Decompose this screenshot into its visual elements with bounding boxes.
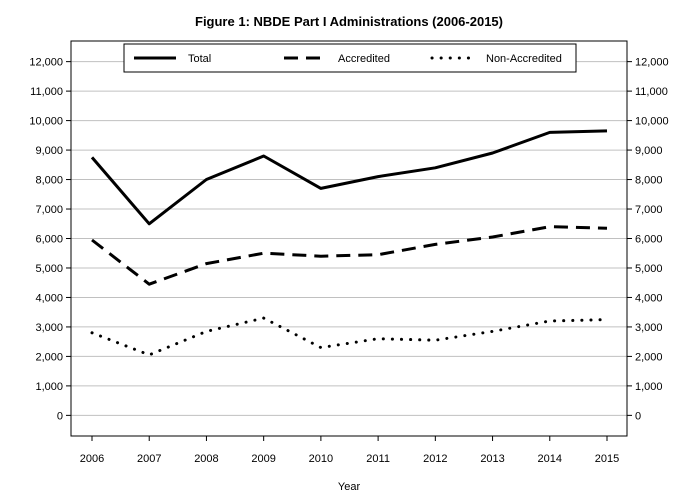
y-tick-label-left: 0 — [57, 410, 63, 422]
y-tick-label-right: 10,000 — [635, 116, 669, 128]
y-tick-label-left: 7,000 — [35, 204, 63, 216]
legend-label-total: Total — [188, 53, 211, 65]
series-line-total — [90, 129, 608, 226]
y-tick-label-left: 6,000 — [35, 234, 63, 246]
y-tick-label-left: 4,000 — [35, 292, 63, 304]
x-tick-label: 2012 — [423, 453, 447, 465]
chart-title: Figure 1: NBDE Part I Administrations (2… — [195, 14, 503, 29]
y-tick-label-right: 0 — [635, 410, 641, 422]
y-tick-label-right: 6,000 — [635, 234, 663, 246]
gridlines — [71, 61, 627, 416]
x-tick-label: 2010 — [309, 453, 333, 465]
data-point-accredited — [548, 225, 552, 229]
data-point-accredited — [376, 253, 380, 257]
x-tick-label: 2015 — [595, 453, 619, 465]
legend-label-non-accredited: Non-Accredited — [486, 53, 562, 65]
y-tick-label-right: 5,000 — [635, 263, 663, 275]
y-tick-label-left: 8,000 — [35, 175, 63, 187]
x-tick-label: 2011 — [366, 453, 390, 465]
x-tick-label: 2013 — [480, 453, 504, 465]
series-lines — [90, 129, 609, 357]
axes: 0 0 1,000 1,000 2,000 2,000 3,000 3,000 4,000 4,0… — [29, 57, 668, 465]
y-tick-label-right: 8,000 — [635, 175, 663, 187]
x-tick-label: 2014 — [538, 453, 562, 465]
legend-label-accredited: Accredited — [338, 53, 390, 65]
data-point-non-accredited — [204, 329, 208, 333]
y-tick-label-right: 1,000 — [635, 381, 663, 393]
x-tick-label: 2007 — [137, 453, 161, 465]
y-tick-label-left: 5,000 — [35, 263, 63, 275]
y-tick-label-right: 12,000 — [635, 57, 669, 69]
y-tick-label-right: 4,000 — [635, 292, 663, 304]
data-point-non-accredited — [376, 337, 380, 341]
x-tick-label: 2008 — [194, 453, 218, 465]
y-tick-label-right: 7,000 — [635, 204, 663, 216]
y-tick-label-left: 12,000 — [29, 57, 63, 69]
y-tick-label-left: 9,000 — [35, 145, 63, 157]
y-tick-label-right: 3,000 — [635, 322, 663, 334]
data-point-non-accredited — [605, 318, 609, 322]
x-tick-label: 2006 — [80, 453, 104, 465]
series-line-non-accredited — [90, 316, 609, 357]
y-tick-label-left: 1,000 — [35, 381, 63, 393]
y-tick-label-right: 2,000 — [635, 351, 663, 363]
y-tick-label-left: 10,000 — [29, 116, 63, 128]
y-tick-label-left: 2,000 — [35, 351, 63, 363]
x-tick-label: 2009 — [251, 453, 275, 465]
series-line-accredited — [91, 225, 608, 286]
y-tick-label-left: 11,000 — [30, 86, 63, 98]
data-point-non-accredited — [548, 319, 552, 323]
legend: Total Accredited Non-Accredited — [123, 43, 577, 73]
legend-box — [123, 43, 577, 73]
y-tick-label-right: 11,000 — [635, 86, 668, 98]
y-tick-label-left: 3,000 — [35, 322, 63, 334]
y-tick-label-right: 9,000 — [635, 145, 663, 157]
x-axis-title: Year — [338, 481, 361, 493]
